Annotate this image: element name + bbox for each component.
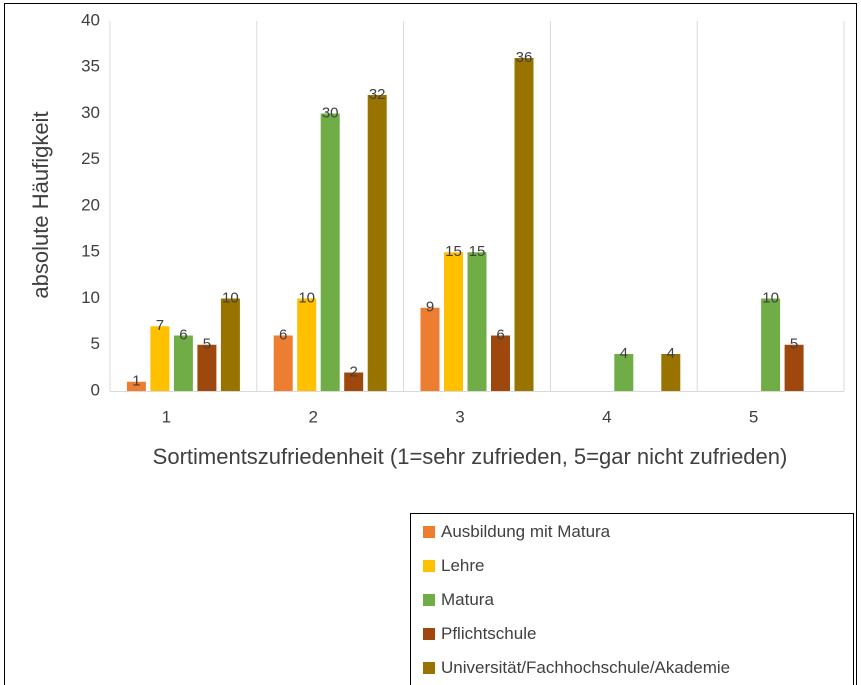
data-label: 15 xyxy=(469,243,486,260)
data-label: 9 xyxy=(426,299,434,316)
legend-swatch xyxy=(423,526,435,538)
data-label: 5 xyxy=(790,336,798,353)
y-tick-label: 5 xyxy=(91,334,100,353)
data-label: 5 xyxy=(203,336,211,353)
legend-swatch xyxy=(423,628,435,640)
y-tick-label: 30 xyxy=(81,103,100,122)
data-label: 10 xyxy=(762,289,779,306)
bar xyxy=(444,252,463,391)
x-tick-label: 5 xyxy=(749,407,758,426)
x-tick-label: 2 xyxy=(308,407,317,426)
legend-label: Ausbildung mit Matura xyxy=(441,522,611,541)
bar xyxy=(614,354,634,391)
data-label: 30 xyxy=(322,104,339,121)
bar xyxy=(784,344,804,391)
bar xyxy=(661,354,681,391)
bar xyxy=(467,252,487,391)
bar xyxy=(126,381,146,391)
y-tick-label: 25 xyxy=(81,149,100,168)
bar xyxy=(344,372,364,391)
data-label: 10 xyxy=(222,289,239,306)
data-label: 6 xyxy=(496,326,504,343)
bar xyxy=(150,326,170,391)
data-label: 2 xyxy=(350,363,358,380)
x-tick-label: 1 xyxy=(162,407,171,426)
legend-item: Universität/Fachhochschule/Akademie xyxy=(423,658,730,678)
legend-label: Matura xyxy=(441,590,494,609)
data-label: 7 xyxy=(156,317,164,334)
data-label: 4 xyxy=(667,345,675,362)
data-label: 6 xyxy=(279,326,287,343)
bar xyxy=(297,298,317,391)
y-tick-label: 40 xyxy=(81,10,100,29)
data-label: 36 xyxy=(516,49,533,66)
data-label: 32 xyxy=(369,86,386,103)
bar xyxy=(173,335,193,391)
legend-swatch xyxy=(423,594,435,606)
bar xyxy=(197,344,217,391)
y-tick-label: 0 xyxy=(91,380,100,399)
bar xyxy=(491,335,510,391)
y-axis-title: absolute Häufigkeit xyxy=(28,111,53,298)
legend: Ausbildung mit Matura Lehre Matura Pflichts… xyxy=(410,513,854,685)
y-tick-label: 35 xyxy=(81,57,100,76)
chart-border xyxy=(4,3,857,685)
legend-label: Universität/Fachhochschule/Akademie xyxy=(441,658,731,677)
bar xyxy=(761,298,781,391)
y-tick-label: 15 xyxy=(81,242,100,261)
bar xyxy=(273,335,293,391)
bar xyxy=(367,95,387,391)
data-label: 6 xyxy=(179,326,187,343)
data-label: 15 xyxy=(445,243,462,260)
bar xyxy=(320,113,340,391)
legend-label: Pflichtschule xyxy=(441,624,537,643)
legend-label: Lehre xyxy=(441,556,485,575)
y-tick-label: 20 xyxy=(81,195,100,214)
bar xyxy=(514,58,534,391)
data-label: 4 xyxy=(620,345,628,362)
legend-item: Pflichtschule xyxy=(423,624,536,644)
x-tick-label: 4 xyxy=(602,407,611,426)
legend-swatch xyxy=(423,560,435,572)
legend-item: Matura xyxy=(423,590,494,610)
legend-swatch xyxy=(423,662,435,674)
legend-item: Ausbildung mit Matura xyxy=(423,522,610,542)
legend-item: Lehre xyxy=(423,556,484,576)
data-label: 1 xyxy=(132,373,140,390)
x-tick-label: 3 xyxy=(455,407,464,426)
x-axis-title: Sortimentszufriedenheit (1=sehr zufriede… xyxy=(152,444,788,469)
y-tick-label: 10 xyxy=(81,288,100,307)
bar xyxy=(420,307,440,391)
bar xyxy=(220,298,240,391)
data-label: 10 xyxy=(298,289,315,306)
